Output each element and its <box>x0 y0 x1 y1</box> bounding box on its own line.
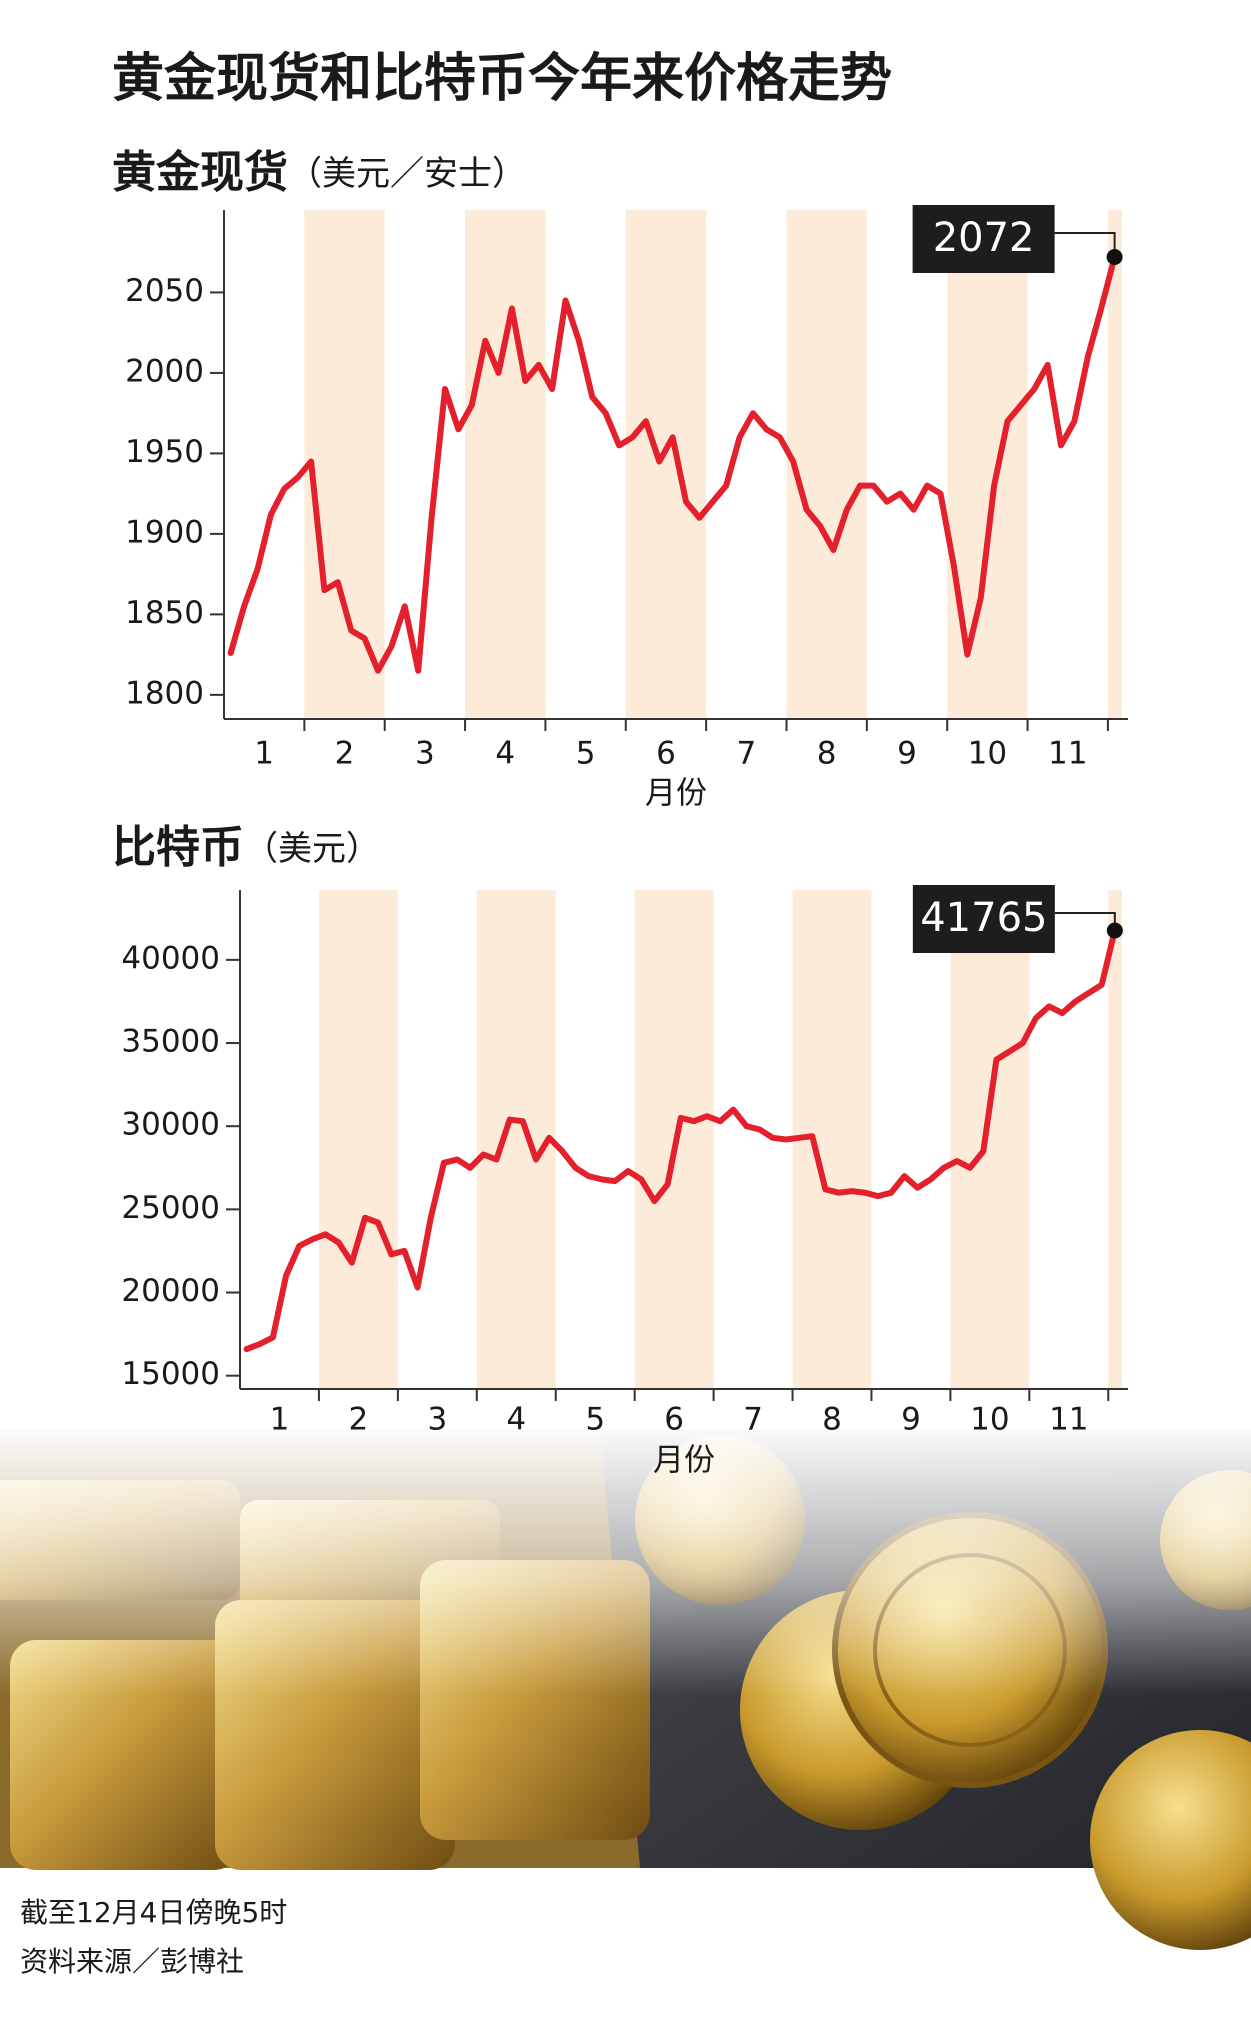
y-tick-label: 1950 <box>125 434 204 470</box>
x-tick-label: 1 <box>254 736 274 772</box>
y-tick-label: 35000 <box>121 1024 220 1060</box>
chart-title: 黄金现货 <box>112 147 288 198</box>
month-band <box>476 890 556 1389</box>
month-band <box>1108 890 1122 1389</box>
chart-heading: 比特币（美元） <box>112 822 380 873</box>
x-axis-title: 月份 <box>653 1443 715 1479</box>
y-tick-label: 40000 <box>121 940 220 976</box>
chart-panel: 1800 1850 1900 1950 2000 2050 1 2 3 4 5 6 7 8 9 10 11 月份 2… <box>112 147 1128 812</box>
x-tick-label: 10 <box>970 1402 1009 1438</box>
x-tick-label: 6 <box>656 736 676 772</box>
price-line <box>243 927 1118 1353</box>
x-tick-label: 6 <box>664 1402 684 1438</box>
x-tick-label: 11 <box>1048 736 1087 772</box>
chart-panel: 15000 20000 25000 30000 35000 40000 1 2 3 4 5 6 7 8 9 1… <box>112 822 1128 1479</box>
x-tick-label: 8 <box>822 1402 842 1438</box>
note: 截至12月4日傍晚5时 <box>20 1896 287 1929</box>
y-tick-label: 15000 <box>121 1356 220 1392</box>
chart-title: 比特币 <box>112 822 244 873</box>
x-tick-label: 5 <box>585 1402 605 1438</box>
y-tick-label: 1800 <box>125 675 204 711</box>
x-tick-label: 3 <box>415 736 435 772</box>
month-band <box>786 210 867 719</box>
price-line <box>227 254 1118 674</box>
x-tick-label: 4 <box>506 1402 526 1438</box>
month-band <box>1107 210 1122 719</box>
callout-value: 41765 <box>920 895 1047 941</box>
x-tick-label: 3 <box>427 1402 447 1438</box>
y-tick-label: 1850 <box>125 595 204 631</box>
x-tick-label: 4 <box>495 736 515 772</box>
x-tick-label: 10 <box>968 736 1007 772</box>
x-tick-label: 7 <box>743 1402 763 1438</box>
x-tick-label: 11 <box>1049 1402 1088 1438</box>
x-tick-label: 7 <box>736 736 756 772</box>
y-tick-label: 30000 <box>121 1107 220 1143</box>
chart-heading: 黄金现货（美元／安士） <box>112 147 526 198</box>
y-tick-label: 25000 <box>121 1190 220 1226</box>
y-tick-label: 2050 <box>125 273 204 309</box>
y-tick-label: 1900 <box>125 514 204 550</box>
callout-connector <box>1054 232 1116 258</box>
y-tick-label: 2000 <box>125 353 204 389</box>
callout-value: 2072 <box>933 215 1035 261</box>
month-band <box>947 210 1028 719</box>
x-tick-label: 2 <box>335 736 355 772</box>
chart-unit: （美元／安士） <box>288 154 526 194</box>
month-band <box>465 210 546 719</box>
x-tick-label: 2 <box>349 1402 369 1438</box>
callout-box <box>912 205 1055 273</box>
x-tick-label: 1 <box>270 1402 290 1438</box>
photo-fade <box>0 1420 1251 1880</box>
x-axis-title: 月份 <box>645 776 707 812</box>
page-title: 黄金现货和比特币今年来价格走势 <box>112 49 892 109</box>
end-point <box>1106 249 1123 266</box>
end-point <box>1106 922 1123 939</box>
month-band <box>304 210 385 719</box>
month-band <box>318 890 398 1389</box>
x-tick-label: 9 <box>897 736 917 772</box>
x-tick-label: 9 <box>901 1402 921 1438</box>
callout-connector <box>1054 912 1116 931</box>
month-band <box>625 210 707 719</box>
note: 资料来源／彭博社 <box>20 1945 244 1978</box>
month-band <box>950 890 1030 1389</box>
photo <box>0 1420 1251 1950</box>
callout-box <box>912 885 1055 953</box>
chart-unit: （美元） <box>244 829 380 869</box>
x-tick-label: 5 <box>576 736 596 772</box>
x-tick-label: 8 <box>817 736 837 772</box>
y-tick-label: 20000 <box>121 1273 220 1309</box>
